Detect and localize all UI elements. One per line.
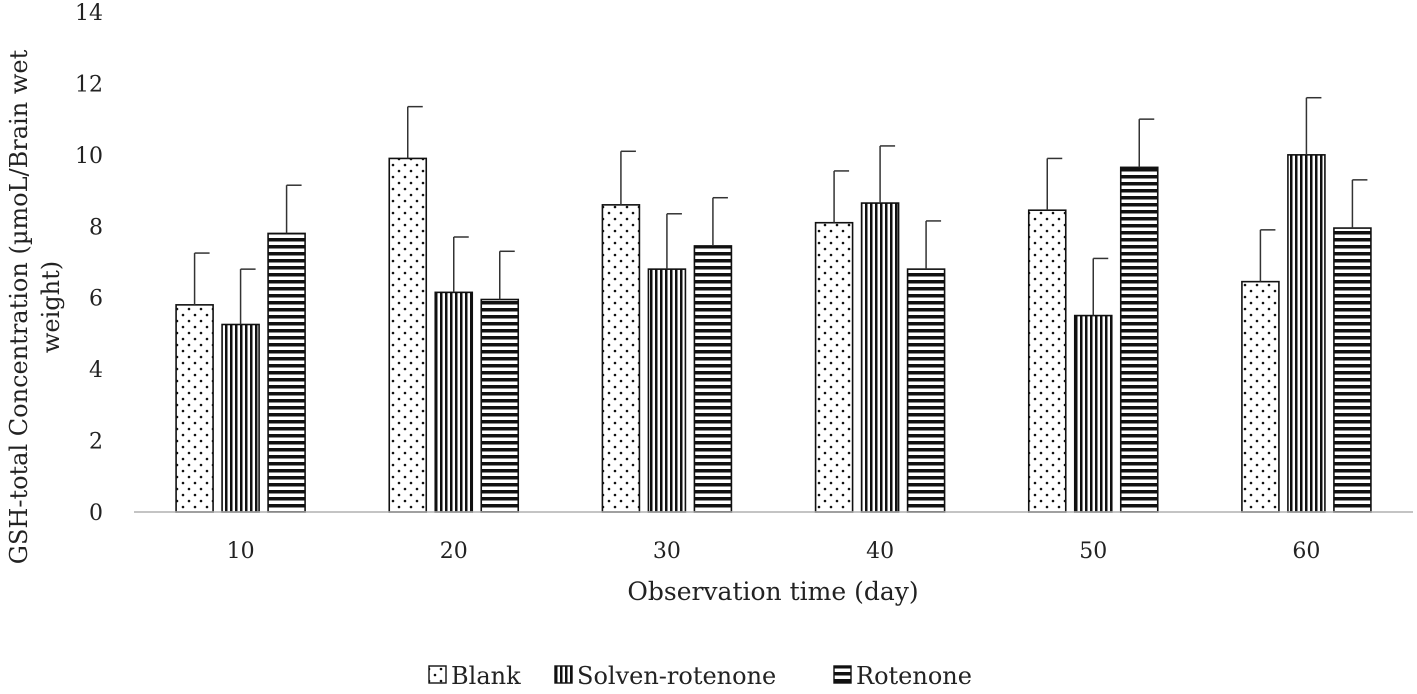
error-bar [1259, 229, 1276, 282]
x-tick-label: 60 [1292, 539, 1320, 564]
y-tick-label: 12 [75, 72, 103, 97]
x-axis-tick-labels: 10 20 30 40 50 60 [227, 539, 1321, 564]
y-tick-label: 6 [89, 287, 103, 312]
legend-label: Solven-rotenone [577, 662, 776, 690]
bar-solven-rotenone-60 [1287, 154, 1326, 513]
legend-item: Blank [428, 662, 521, 690]
y-axis-title: GSH-total Concentration (µmoL/Brain wet … [5, 49, 65, 564]
error-bar [1138, 118, 1155, 168]
y-tick-label: 2 [89, 430, 103, 455]
bar-blank-30 [601, 204, 641, 513]
error-bar [925, 220, 942, 270]
legend-swatch [428, 665, 447, 684]
x-axis-title: Observation time (day) [627, 577, 918, 606]
bar-rotenone-30 [693, 245, 733, 513]
error-bar [453, 236, 469, 293]
error-bar [1092, 257, 1109, 316]
legend-swatch [833, 665, 852, 684]
error-bar [1351, 179, 1368, 229]
error-bar [833, 170, 850, 223]
bar-solven-rotenone-50 [1073, 314, 1113, 513]
bar-blank-20 [388, 157, 428, 513]
x-tick-label: 30 [653, 539, 681, 564]
error-bar [285, 184, 302, 234]
error-bar [239, 268, 256, 325]
y-tick-label: 0 [89, 501, 103, 526]
bar-blank-50 [1027, 209, 1067, 513]
error-bar [193, 252, 210, 305]
bar-groups [175, 154, 1372, 513]
error-bar [407, 105, 423, 159]
error-bar [1305, 96, 1322, 155]
legend-label: Blank [451, 662, 521, 690]
bar-blank-40 [814, 221, 854, 513]
legend-item: Solven-rotenone [554, 662, 776, 690]
error-bar [499, 250, 515, 300]
error-bars [193, 96, 1368, 325]
legend-swatch [554, 665, 573, 684]
legend: Blank Solven-rotenone Rotenone [428, 662, 972, 690]
error-bar [666, 213, 682, 270]
y-tick-label: 4 [89, 358, 103, 383]
x-tick-label: 10 [227, 539, 255, 564]
bar-rotenone-20 [480, 298, 520, 513]
bar-solven-rotenone-30 [647, 268, 687, 513]
bar-solven-rotenone-40 [860, 202, 900, 513]
x-tick-label: 40 [866, 539, 894, 564]
y-tick-label: 10 [75, 144, 103, 169]
error-bar [712, 196, 728, 246]
bar-solven-rotenone-20 [434, 291, 474, 513]
legend-item: Rotenone [833, 662, 972, 690]
x-tick-label: 50 [1079, 539, 1107, 564]
bar-solven-rotenone-10 [221, 323, 260, 513]
bar-rotenone-60 [1333, 227, 1372, 513]
y-tick-label: 8 [89, 215, 103, 240]
error-bar [1046, 157, 1063, 211]
bar-rotenone-10 [267, 232, 306, 513]
y-tick-label: 14 [75, 1, 103, 26]
legend-label: Rotenone [856, 662, 972, 690]
x-tick-label: 20 [440, 539, 468, 564]
bar-blank-60 [1241, 280, 1280, 513]
error-bar [879, 145, 896, 204]
y-axis-title-line-2: weight) [37, 261, 65, 353]
bar-rotenone-50 [1119, 166, 1159, 513]
bar-blank-10 [175, 304, 214, 513]
error-bar [620, 150, 636, 205]
bar-rotenone-40 [906, 268, 946, 513]
y-axis-tick-labels: 0 2 4 6 8 10 12 14 [75, 1, 103, 526]
y-axis-title-line-1: GSH-total Concentration (µmoL/Brain wet [5, 49, 33, 564]
